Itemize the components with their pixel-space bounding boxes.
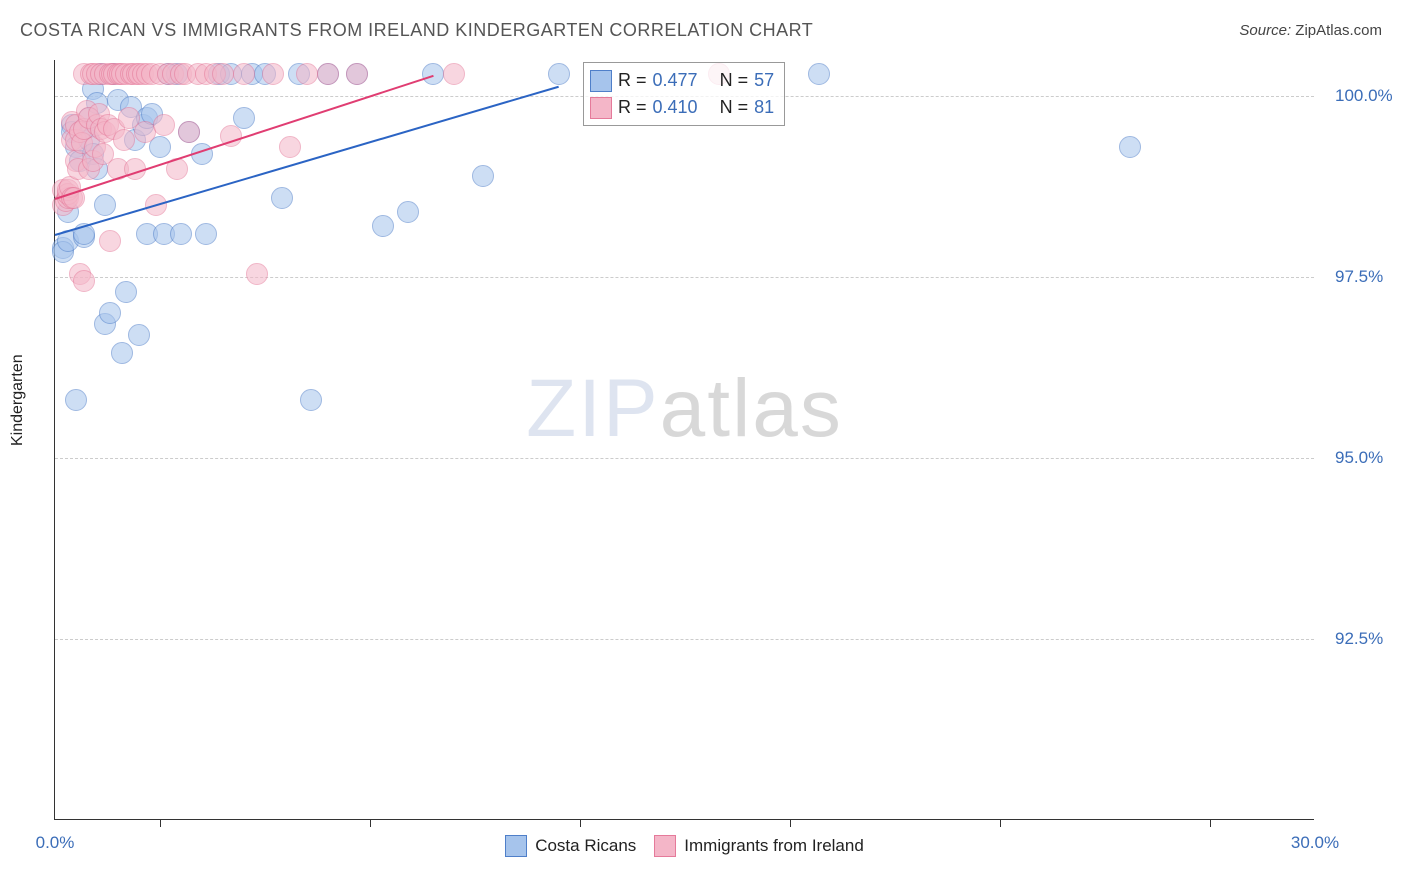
series-swatch — [505, 835, 527, 857]
data-point — [397, 201, 419, 223]
x-tick — [580, 819, 581, 827]
series-swatch — [590, 97, 612, 119]
data-point — [808, 63, 830, 85]
data-point — [178, 121, 200, 143]
series-swatch — [654, 835, 676, 857]
page-root: COSTA RICAN VS IMMIGRANTS FROM IRELAND K… — [0, 0, 1406, 892]
legend: Costa Ricans Immigrants from Ireland — [55, 835, 1314, 857]
stat-r-label: R = — [618, 94, 647, 121]
data-point — [296, 63, 318, 85]
y-tick-label: 97.5% — [1335, 267, 1383, 287]
legend-label: Immigrants from Ireland — [684, 836, 864, 856]
legend-item: Immigrants from Ireland — [654, 835, 864, 857]
plot-area: ZIPatlas Costa RicansImmigrants from Ire… — [54, 60, 1314, 820]
stat-n-label: N = — [720, 67, 749, 94]
data-point — [279, 136, 301, 158]
watermark-thin: atlas — [660, 363, 843, 454]
legend-label: Costa Ricans — [535, 836, 636, 856]
data-point — [317, 63, 339, 85]
gridline — [55, 639, 1314, 640]
x-tick — [790, 819, 791, 827]
data-point — [472, 165, 494, 187]
y-axis-label: Kindergarten — [9, 354, 27, 446]
y-tick-label: 100.0% — [1335, 86, 1393, 106]
data-point — [195, 223, 217, 245]
watermark-bold: ZIP — [526, 363, 660, 454]
data-point — [346, 63, 368, 85]
series-swatch — [590, 70, 612, 92]
data-point — [372, 215, 394, 237]
data-point — [300, 389, 322, 411]
x-tick-label: 30.0% — [1291, 833, 1339, 853]
data-point — [246, 263, 268, 285]
stat-n-value: 57 — [754, 67, 774, 94]
data-point — [170, 223, 192, 245]
data-point — [212, 63, 234, 85]
data-point — [262, 63, 284, 85]
stat-r-value: 0.477 — [653, 67, 698, 94]
chart-title: COSTA RICAN VS IMMIGRANTS FROM IRELAND K… — [20, 20, 813, 41]
y-tick-label: 92.5% — [1335, 629, 1383, 649]
gridline — [55, 277, 1314, 278]
data-point — [65, 389, 87, 411]
x-tick-label: 0.0% — [36, 833, 75, 853]
x-tick — [1210, 819, 1211, 827]
data-point — [73, 270, 95, 292]
data-point — [1119, 136, 1141, 158]
stats-row: R = 0.410 N = 81 — [590, 94, 774, 121]
stat-r-label: R = — [618, 67, 647, 94]
legend-item: Costa Ricans — [505, 835, 636, 857]
data-point — [99, 230, 121, 252]
data-point — [443, 63, 465, 85]
stat-r-value: 0.410 — [653, 94, 698, 121]
data-point — [94, 194, 116, 216]
source-attribution: Source: ZipAtlas.com — [1239, 22, 1382, 39]
data-point — [128, 324, 150, 346]
data-point — [115, 281, 137, 303]
x-tick — [370, 819, 371, 827]
data-point — [233, 63, 255, 85]
watermark: ZIPatlas — [526, 362, 843, 456]
data-point — [99, 302, 121, 324]
y-tick-label: 95.0% — [1335, 448, 1383, 468]
source-label: Source: — [1239, 22, 1291, 39]
x-tick — [1000, 819, 1001, 827]
stat-n-label: N = — [720, 94, 749, 121]
stat-n-value: 81 — [754, 94, 774, 121]
data-point — [111, 342, 133, 364]
stats-row: R = 0.477 N = 57 — [590, 67, 774, 94]
data-point — [548, 63, 570, 85]
source-value: ZipAtlas.com — [1295, 22, 1382, 39]
data-point — [271, 187, 293, 209]
stats-box: R = 0.477 N = 57 R = 0.410 N = 81 — [583, 62, 785, 126]
gridline — [55, 458, 1314, 459]
data-point — [113, 129, 135, 151]
x-tick — [160, 819, 161, 827]
data-point — [153, 114, 175, 136]
data-point — [422, 63, 444, 85]
